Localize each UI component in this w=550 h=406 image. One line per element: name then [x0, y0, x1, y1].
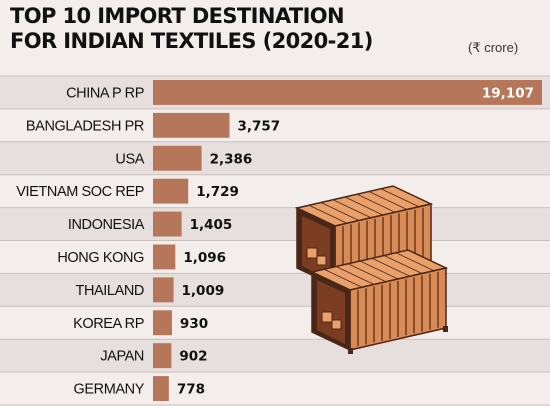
value-label: 778 [177, 382, 205, 398]
bar [153, 244, 176, 270]
category-label: GERMANY [73, 382, 144, 398]
category-label: THAILAND [75, 283, 144, 299]
container-icon [309, 249, 449, 354]
bar [153, 112, 230, 138]
category-label: KOREA RP [73, 316, 144, 332]
value-label: 1,405 [190, 217, 233, 233]
row-background [0, 141, 550, 175]
bar [153, 80, 542, 105]
value-label: 1,009 [182, 283, 225, 299]
row-background [0, 207, 550, 241]
row-background [0, 108, 550, 142]
bar [153, 310, 172, 336]
bar [153, 211, 182, 237]
category-label: USA [115, 151, 144, 167]
category-label: CHINA P RP [66, 85, 144, 101]
bar [153, 145, 202, 171]
bar [153, 343, 172, 369]
value-label: 19,107 [482, 85, 534, 101]
value-label: 930 [180, 316, 208, 332]
category-label: INDONESIA [68, 217, 145, 233]
bar [153, 376, 169, 401]
unit-label: (₹ crore) [468, 40, 519, 55]
chart-title-line-2: FOR INDIAN TEXTILES (2020-21) [10, 29, 373, 53]
bar [153, 178, 189, 204]
row-background [0, 273, 550, 307]
value-label: 3,757 [237, 118, 280, 134]
value-label: 1,729 [196, 184, 239, 200]
row-background [0, 174, 550, 208]
category-label: VIETNAM SOC REP [16, 184, 144, 200]
row-background [0, 372, 550, 405]
row-background [0, 306, 550, 340]
category-label: JAPAN [100, 349, 144, 365]
shipping-containers-icon [294, 185, 449, 354]
row-background [0, 240, 550, 274]
value-label: 902 [179, 349, 207, 365]
value-label: 1,096 [183, 250, 226, 266]
category-label: BANGLADESH PR [26, 118, 144, 134]
category-label: HONG KONG [57, 250, 144, 266]
chart-title: TOP 10 IMPORT DESTINATION FOR INDIAN TEX… [10, 4, 430, 54]
chart-title-line-1: TOP 10 IMPORT DESTINATION [10, 4, 345, 28]
value-label: 2,386 [210, 151, 253, 167]
bar [153, 277, 174, 303]
row-background [0, 339, 550, 373]
